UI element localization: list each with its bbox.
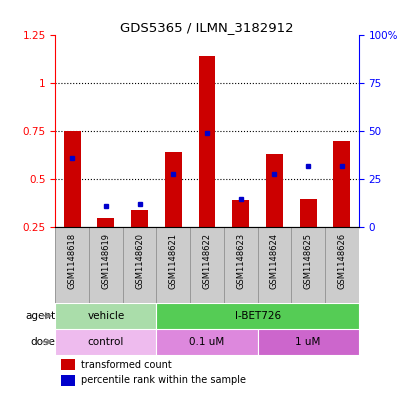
Bar (198, 57, 215, 227)
Text: GSM1148624: GSM1148624 (269, 233, 278, 289)
Bar (257, 227, 291, 303)
Text: transformed count: transformed count (81, 360, 171, 369)
Bar (61, 375, 75, 386)
Bar (223, 227, 257, 303)
Bar (265, 154, 282, 227)
Text: GSM1148619: GSM1148619 (101, 233, 110, 289)
Bar (257, 329, 358, 355)
Text: GSM1148622: GSM1148622 (202, 233, 211, 289)
Text: agent: agent (25, 311, 55, 321)
Bar (164, 152, 181, 227)
Bar (156, 329, 257, 355)
Bar (55, 227, 89, 303)
Bar (232, 200, 249, 227)
Text: 1 uM: 1 uM (295, 337, 320, 347)
Text: GSM1148623: GSM1148623 (236, 233, 245, 290)
Bar (333, 141, 349, 227)
Text: GSM1148626: GSM1148626 (337, 233, 346, 290)
Bar (61, 359, 75, 370)
Bar (55, 329, 156, 355)
Text: GSM1148620: GSM1148620 (135, 233, 144, 289)
Bar (156, 303, 358, 329)
Text: GSM1148621: GSM1148621 (169, 233, 178, 289)
Title: GDS5365 / ILMN_3182912: GDS5365 / ILMN_3182912 (120, 21, 293, 34)
Bar (190, 227, 223, 303)
Text: percentile rank within the sample: percentile rank within the sample (81, 375, 245, 385)
Text: 0.1 uM: 0.1 uM (189, 337, 224, 347)
Text: dose: dose (30, 337, 55, 347)
Text: control: control (88, 337, 124, 347)
Bar (122, 227, 156, 303)
Bar (156, 227, 190, 303)
Bar (131, 210, 148, 227)
Text: I-BET726: I-BET726 (234, 311, 280, 321)
Bar (55, 303, 156, 329)
Bar (97, 218, 114, 227)
Bar (291, 227, 324, 303)
Bar (64, 131, 81, 227)
Text: GSM1148625: GSM1148625 (303, 233, 312, 289)
Text: vehicle: vehicle (87, 311, 124, 321)
Text: GSM1148618: GSM1148618 (67, 233, 76, 290)
Bar (89, 227, 122, 303)
Bar (324, 227, 358, 303)
Bar (299, 198, 316, 227)
